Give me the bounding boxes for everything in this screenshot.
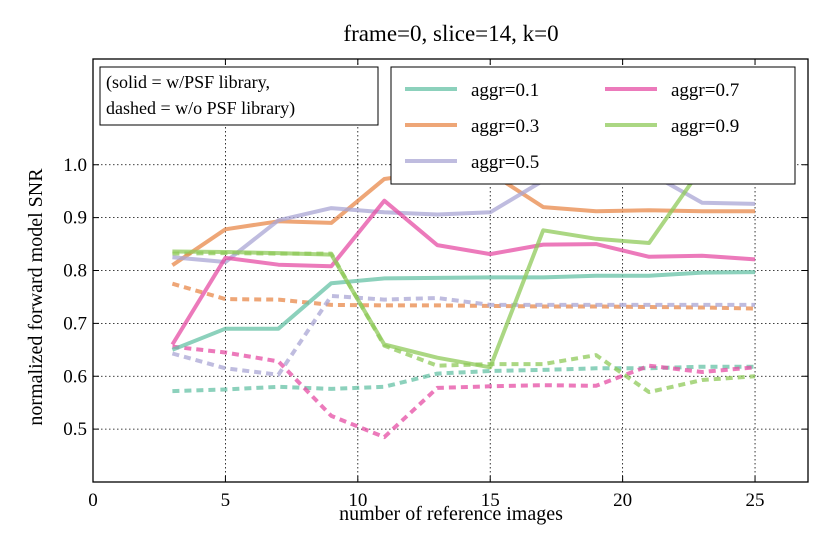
- series-line-solid-aggr-0-1: [171, 270, 756, 352]
- annotation-box: (solid = w/PSF library, dashed = w/o PSF…: [99, 66, 379, 126]
- x-tick-label: 5: [221, 490, 231, 511]
- legend-label-aggr-0-9: aggr=0.9: [671, 116, 739, 137]
- annotation-line-1: (solid = w/PSF library,: [106, 72, 270, 93]
- legend: aggr=0.1 aggr=0.3 aggr=0.5 aggr=0.7 aggr=0.9: [390, 66, 796, 185]
- axis-ticks: 0 5 10 15 20 25 0.5 0.6 0.7 0.8 0.9 1.0: [63, 59, 808, 511]
- series-line-solid-aggr-0-9: [172, 163, 756, 370]
- y-tick-label: 0.7: [63, 313, 87, 334]
- y-tick-label: 0.5: [63, 419, 87, 440]
- legend-frame: [390, 66, 796, 185]
- series-line-dashed-aggr-0-7: [172, 344, 756, 440]
- annotation-line-2: dashed = w/o PSF library): [106, 98, 295, 119]
- x-tick-label: 20: [613, 490, 632, 511]
- series-line-dashed-aggr-0-3: [171, 281, 756, 311]
- y-tick-label: 0.8: [63, 261, 87, 282]
- x-tick-label: 15: [481, 490, 500, 511]
- dashed-series-layer: [171, 251, 756, 440]
- x-tick-label: 0: [88, 490, 98, 511]
- solid-series-layer: [170, 163, 756, 370]
- legend-label-aggr-0-7: aggr=0.7: [671, 80, 739, 101]
- y-axis-label: normalized forward model SNR: [25, 168, 47, 426]
- x-axis-label: number of reference images: [339, 503, 563, 525]
- chart-title: frame=0, slice=14, k=0: [343, 21, 558, 46]
- x-tick-label: 10: [348, 490, 367, 511]
- y-tick-label: 0.9: [63, 208, 87, 229]
- y-tick-label: 0.6: [63, 366, 87, 387]
- series-line-solid-aggr-0-7: [170, 198, 756, 346]
- legend-label-aggr-0-5: aggr=0.5: [471, 152, 539, 173]
- legend-label-aggr-0-3: aggr=0.3: [471, 116, 539, 137]
- x-tick-label: 25: [746, 490, 765, 511]
- series-line-dashed-aggr-0-5: [171, 293, 755, 377]
- legend-label-aggr-0-1: aggr=0.1: [471, 80, 539, 101]
- series-line-dashed-aggr-0-1: [172, 364, 755, 394]
- y-tick-label: 1.0: [63, 155, 87, 176]
